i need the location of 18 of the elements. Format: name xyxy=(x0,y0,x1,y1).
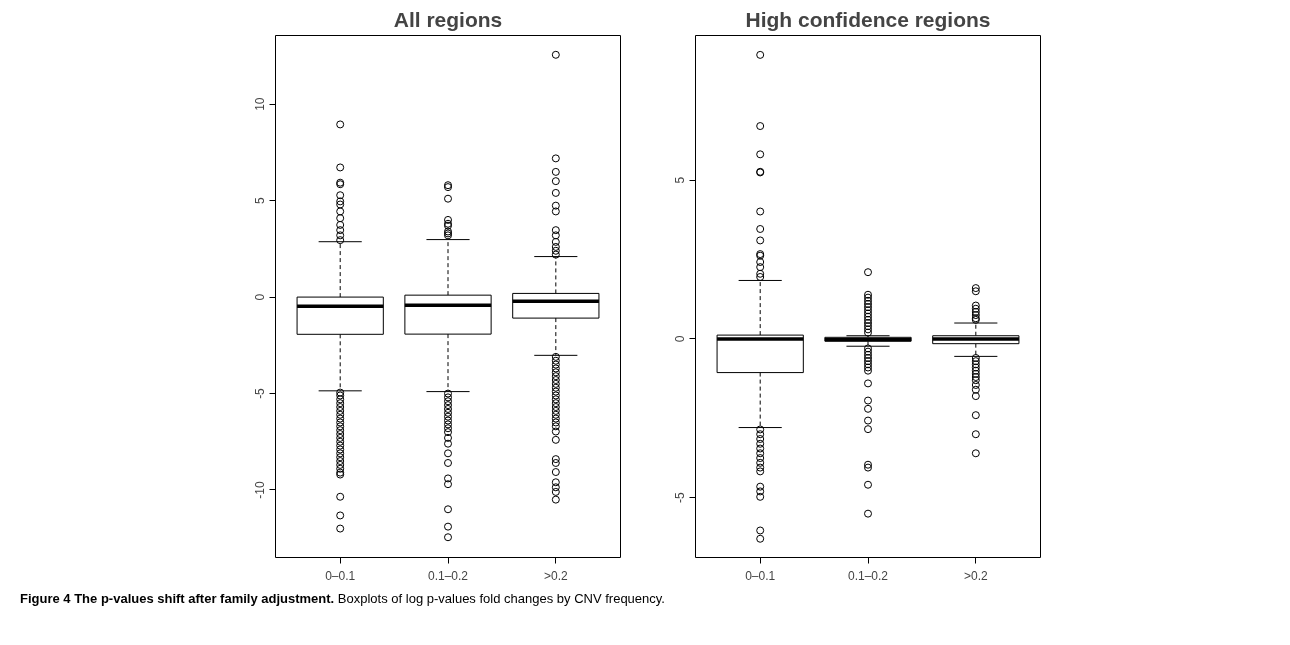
text: Boxplots of log p-values fold changes by CNV frequency. xyxy=(337,591,665,606)
x-tick-label: >0.2 xyxy=(543,568,568,583)
y-tick-label: -10 xyxy=(253,480,268,499)
x-tick-label: 0.1–0.2 xyxy=(847,568,889,583)
chart-title: All regions xyxy=(393,7,503,31)
y-tick-label: -5 xyxy=(253,387,268,399)
y-tick-label: 5 xyxy=(673,176,688,184)
x-tick-label: >0.2 xyxy=(963,568,988,583)
x-tick-label: 0–0.1 xyxy=(325,568,356,583)
x-tick-label: 0.1–0.2 xyxy=(427,568,469,583)
y-tick-label: 0 xyxy=(673,335,688,343)
y-tick-label: 0 xyxy=(253,293,268,301)
y-tick-label: 5 xyxy=(253,196,268,204)
chart-title: High confidence regions xyxy=(745,7,991,31)
y-tick-label: -5 xyxy=(673,492,688,504)
caption: Figure 4 The p-values shift after family adjustment. xyxy=(20,591,335,606)
y-tick-label: 10 xyxy=(253,97,268,111)
x-tick-label: 0–0.1 xyxy=(745,568,776,583)
